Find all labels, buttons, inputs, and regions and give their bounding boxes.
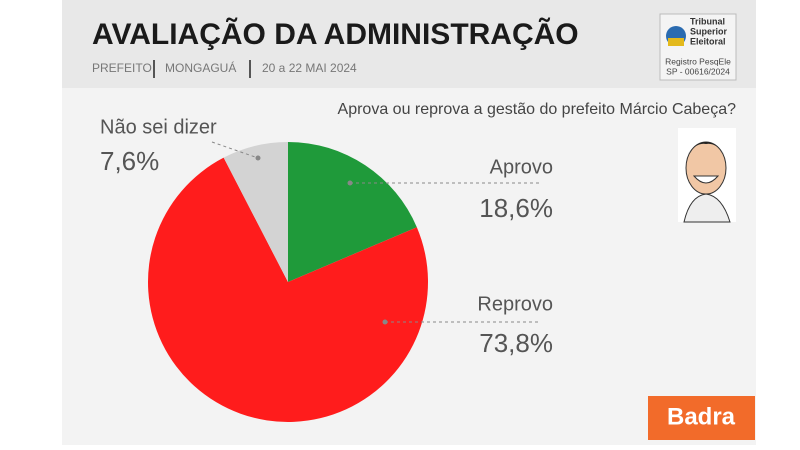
pie-slice [288,142,417,282]
category-label: Reprovo [477,293,553,315]
category-label: Aprovo [490,156,553,178]
portrait-body [683,193,731,223]
portrait-face [685,141,727,195]
subtitle: PREFEITO [92,61,152,75]
category-label: Não sei dizer [100,116,217,138]
subtitle: 20 a 22 MAI 2024 [262,61,357,75]
portrait [678,128,736,223]
registry-text: Eleitoral [690,36,726,46]
leader-line [211,141,259,159]
question: Aprova ou reprova a gestão do prefeito M… [338,101,737,118]
leader-dot [347,180,353,186]
portrait-hair [686,142,726,156]
pie-slice [223,142,288,282]
value-label: 7,6% [100,146,159,176]
chart-title: AVALIAÇÃO DA ADMINISTRAÇÃO [92,17,579,51]
tse-logo [668,38,684,46]
subtitle: MONGAGUÁ [165,60,236,75]
portrait-smile [692,175,720,184]
pie-slice [148,157,429,423]
registry-code: SP - 00616/2024 [666,66,730,76]
value-label: 18,6% [479,193,553,223]
leader-dot [382,319,388,325]
value-label: 73,8% [479,328,553,358]
header [62,0,756,88]
leader-dot [255,155,261,161]
registry-box [659,13,737,81]
registry-text: Tribunal [690,16,725,26]
registry-code: Registro PesqEle [665,56,731,66]
brand-box [648,396,755,440]
brand: Badra [667,403,736,430]
registry-text: Superior [690,26,728,36]
